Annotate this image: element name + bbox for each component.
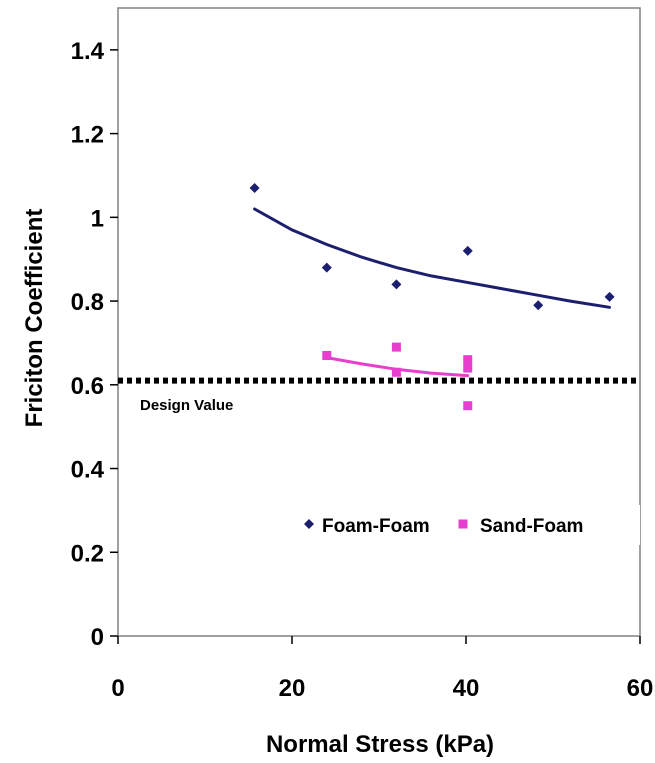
legend-marker-sand-foam xyxy=(458,519,468,529)
sand-foam-point xyxy=(391,342,401,352)
legend-marker-foam-foam xyxy=(304,519,314,529)
y-tick-label: 0.4 xyxy=(71,457,105,484)
x-axis-title: Normal Stress (kPa) xyxy=(266,731,494,758)
y-tick-label: 1.4 xyxy=(71,38,105,65)
axis-ticks: 0 0.2 0.4 0.6 0.8 1 1.2 1.4 0 20 40 60 xyxy=(71,38,654,702)
sand-foam-point xyxy=(463,355,473,365)
sand-foam-point xyxy=(463,363,473,373)
y-tick-label: 0.8 xyxy=(71,289,104,316)
foam-foam-trendline xyxy=(253,207,611,309)
y-tick-label: 0.2 xyxy=(71,540,104,567)
foam-foam-point xyxy=(533,300,544,311)
x-tick-label: 0 xyxy=(111,675,124,702)
foam-foam-point xyxy=(462,245,473,256)
y-tick-label: 1 xyxy=(91,205,104,232)
legend-square-icon xyxy=(458,519,468,529)
legend-label-sand-foam: Sand-Foam xyxy=(480,516,583,537)
design-value-label: Design Value xyxy=(140,397,233,414)
sand-foam-point xyxy=(463,401,473,411)
legend-label-foam-foam: Foam-Foam xyxy=(322,516,430,537)
sand-foam-point xyxy=(391,367,401,377)
sand-foam-point xyxy=(322,350,332,360)
x-tick-label: 60 xyxy=(627,675,654,702)
legend-diamond-icon xyxy=(304,519,314,529)
data-points xyxy=(249,183,615,411)
y-tick-label: 1.2 xyxy=(71,122,104,149)
y-tick-label: 0.6 xyxy=(71,373,104,400)
x-tick-label: 20 xyxy=(279,675,306,702)
foam-foam-point xyxy=(391,279,402,290)
y-axis-title: Friciton Coefficient xyxy=(21,209,48,428)
y-tick-label: 0 xyxy=(91,624,104,651)
foam-foam-point xyxy=(604,291,615,302)
x-tick-label: 40 xyxy=(453,675,480,702)
legend: Foam-Foam Sand-Foam xyxy=(295,505,640,545)
foam-foam-point xyxy=(321,262,332,273)
foam-foam-point xyxy=(249,183,260,194)
